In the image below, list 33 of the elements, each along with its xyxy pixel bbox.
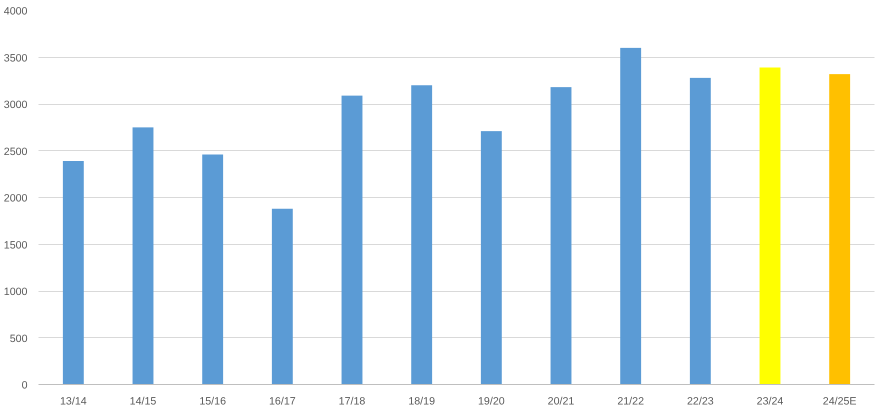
- y-tick-label: 3500: [4, 52, 28, 64]
- y-tick-label: 500: [10, 332, 28, 345]
- y-tick-label: 1500: [4, 239, 28, 252]
- x-tick-label: 21/22: [617, 396, 644, 408]
- bar: [829, 74, 850, 384]
- bar: [342, 96, 362, 384]
- x-tick-label: 20/21: [548, 396, 574, 408]
- bar: [272, 208, 293, 384]
- bar: [690, 78, 711, 384]
- x-tick-label: 16/17: [269, 396, 296, 408]
- bar: [550, 87, 572, 384]
- x-tick-label: 19/20: [478, 396, 505, 408]
- x-tick-label: 13/14: [60, 396, 87, 408]
- y-tick-label: 2500: [4, 146, 28, 158]
- x-tick-label: 14/15: [130, 396, 156, 408]
- y-tick-label: 4000: [4, 6, 28, 18]
- x-tick-label: 23/24: [756, 396, 784, 408]
- x-tick-label: 15/16: [199, 396, 226, 408]
- y-tick-label: 3000: [4, 99, 28, 111]
- y-tick-label: 1000: [4, 286, 28, 298]
- bar: [62, 161, 84, 384]
- x-tick-label: 24/25E: [822, 396, 857, 408]
- bar: [760, 68, 780, 384]
- bar: [411, 85, 432, 384]
- x-tick-label: 18/19: [408, 396, 436, 408]
- bar: [202, 154, 224, 384]
- y-tick-label: 0: [22, 380, 28, 392]
- x-tick-label: 17/18: [338, 396, 366, 408]
- bar: [620, 48, 642, 384]
- bar: [132, 127, 154, 384]
- y-tick-label: 2000: [4, 192, 28, 204]
- x-tick-label: 22/23: [687, 396, 714, 408]
- bar: [480, 131, 502, 384]
